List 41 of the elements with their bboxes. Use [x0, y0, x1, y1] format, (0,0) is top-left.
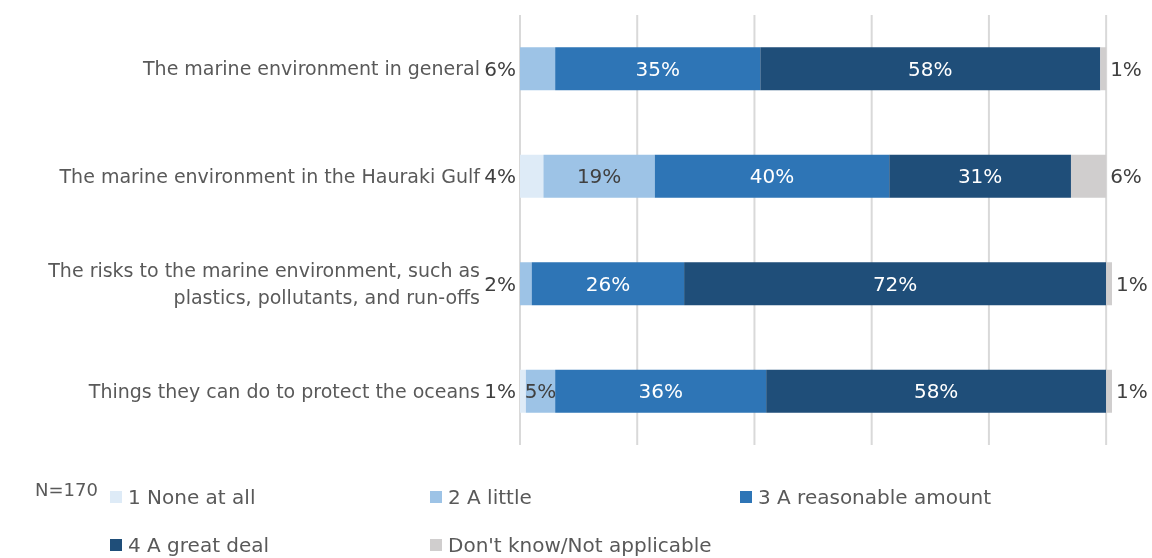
data-label: 2% [484, 271, 516, 296]
y-tick-label: The marine environment in the Hauraki Gulf [58, 164, 482, 187]
bar [555, 47, 761, 91]
data-label: 58% [908, 56, 953, 81]
legend-label: 3 A reasonable amount [758, 485, 992, 509]
y-tick-label: The marine environment in general [141, 57, 480, 80]
data-label: 4% [484, 164, 516, 189]
y-tick-label: The risks to the marine environment, such as plastics, pollutants, and run-offs [47, 258, 480, 308]
data-label: 58% [913, 379, 959, 404]
text: N=170 [35, 479, 98, 501]
data-label: 1% [1110, 56, 1142, 81]
data-label: 1% [1116, 379, 1148, 404]
legend-label: 2 A little [448, 485, 532, 509]
bar [531, 262, 685, 306]
y-tick-label: Things they can do to protect the oceans [87, 379, 480, 402]
data-label: 5% [524, 379, 557, 404]
legend-label: 1 None at all [128, 485, 256, 509]
data-label: 72% [872, 271, 918, 296]
bar [555, 369, 767, 413]
data-label: 40% [749, 164, 795, 189]
data-label: 6% [484, 56, 516, 81]
data-label: 26% [585, 271, 631, 296]
data-label: 35% [635, 56, 680, 81]
data-label: 1% [484, 379, 516, 404]
legend-label: 4 A great deal [128, 533, 270, 557]
bar [520, 369, 526, 413]
bar [520, 154, 544, 198]
bar [766, 369, 1107, 413]
bar [654, 154, 890, 198]
bar [684, 262, 1107, 306]
data-label: 1% [1116, 271, 1148, 296]
bar [889, 154, 1071, 198]
data-label: 36% [638, 379, 683, 404]
legend-label: Don't know/Not applicable [448, 533, 712, 557]
bar [520, 47, 556, 91]
bar [760, 47, 1101, 91]
data-label: 6% [1110, 164, 1142, 189]
data-label: 19% [576, 164, 622, 189]
data-label: 31% [957, 164, 1003, 189]
bar [520, 262, 532, 306]
bar [543, 154, 655, 198]
